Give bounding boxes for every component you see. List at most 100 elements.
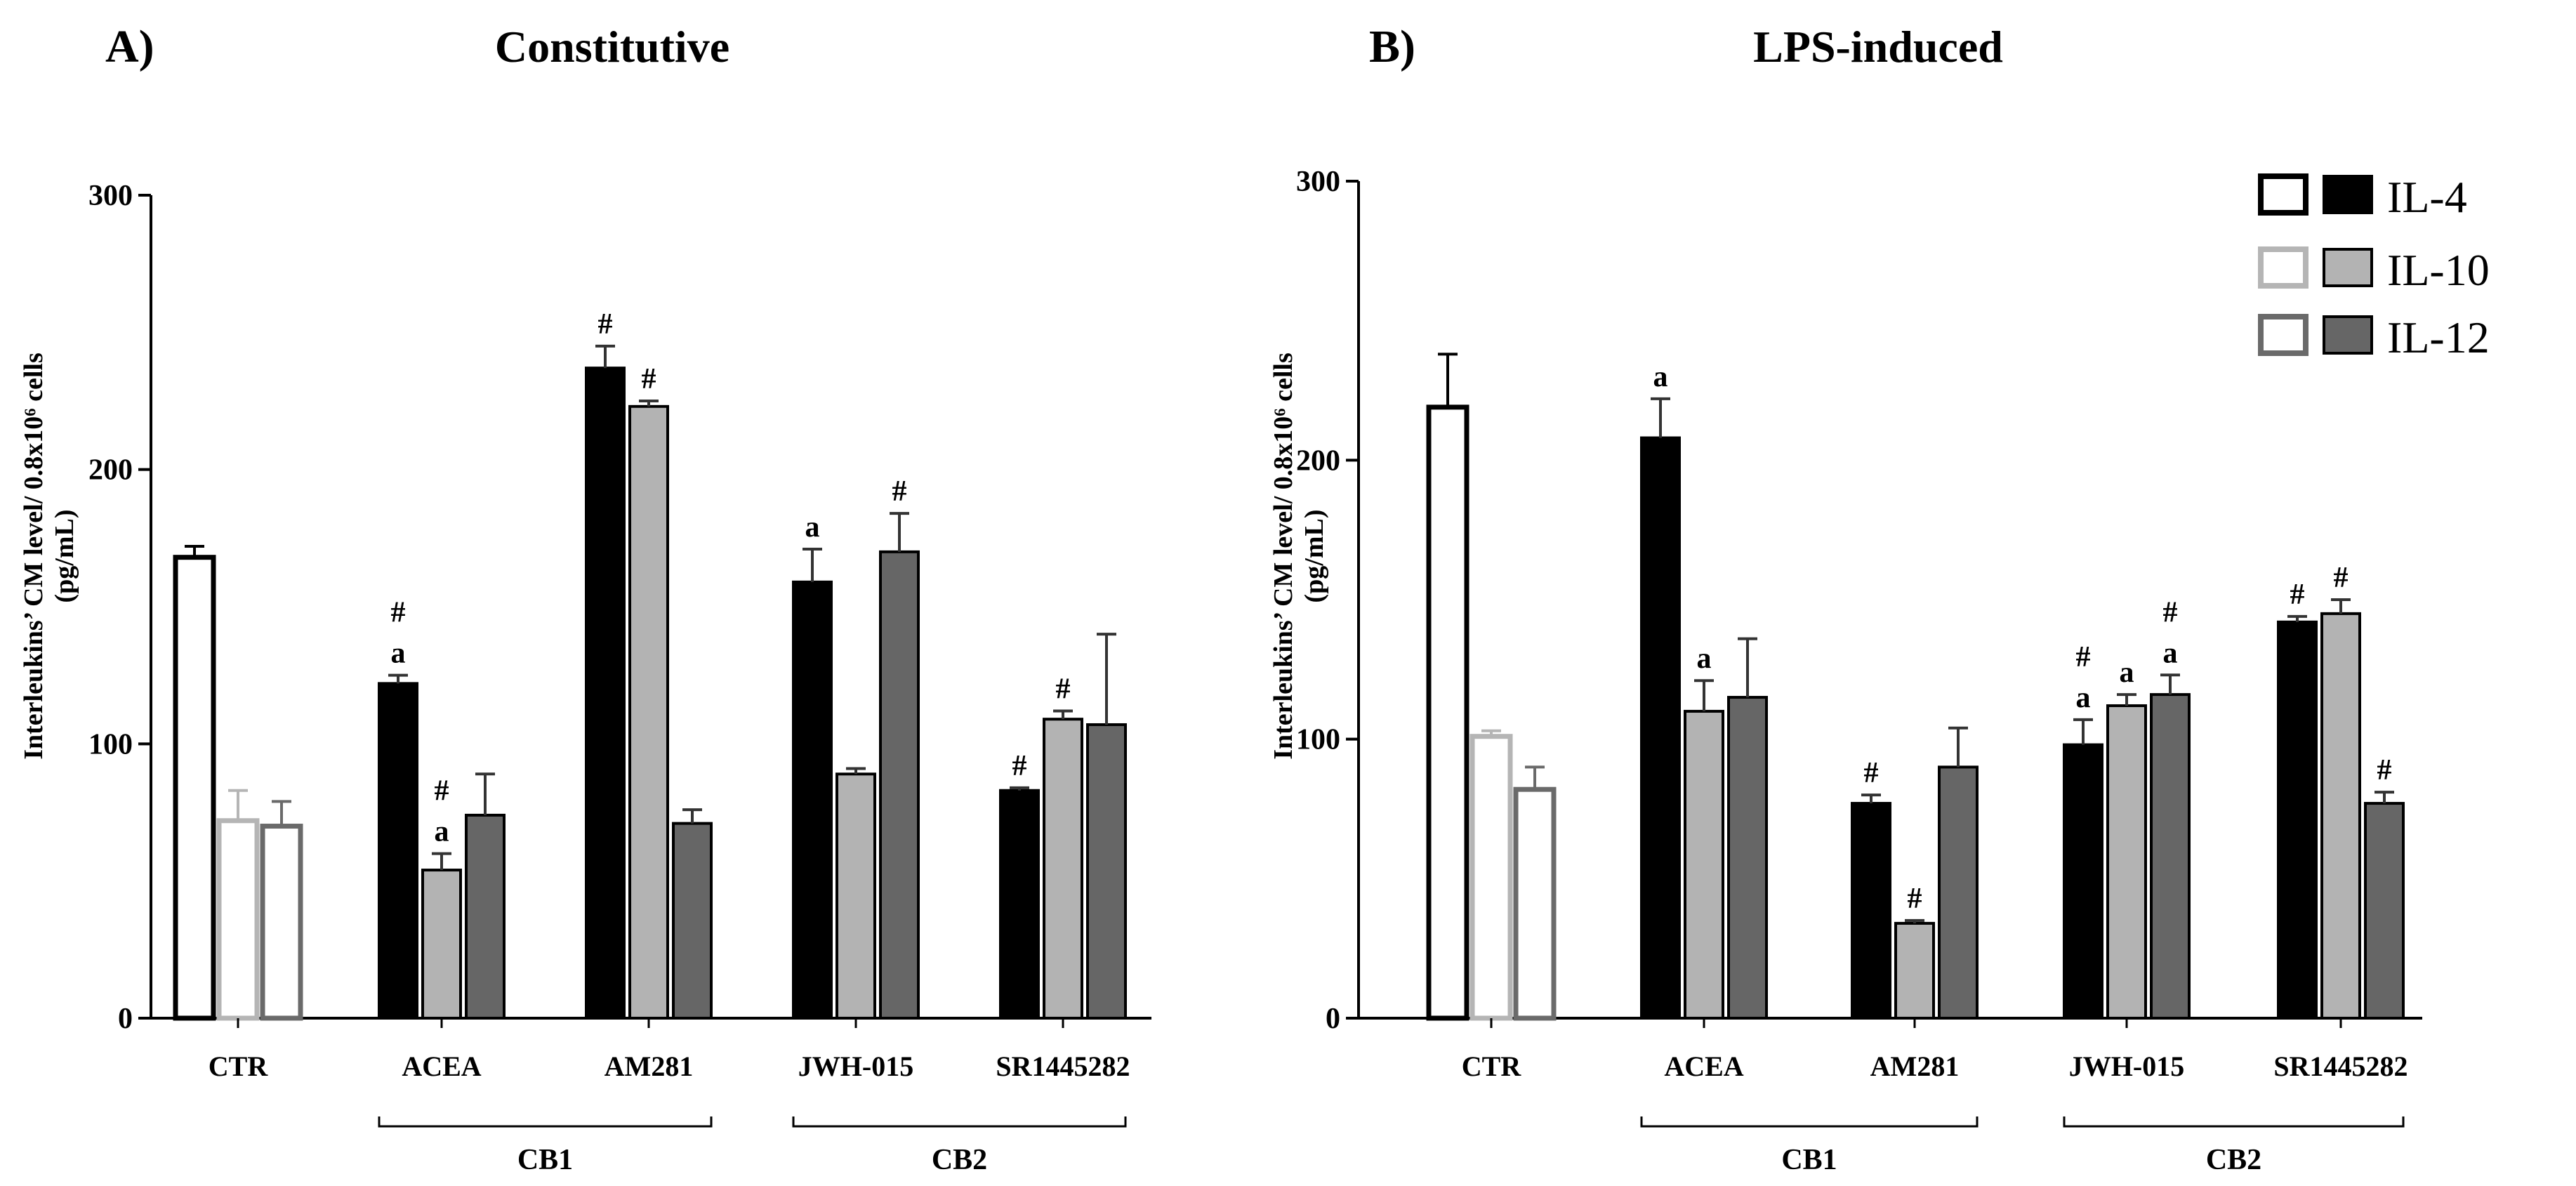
bar-il-4-am281 xyxy=(1851,802,1891,1020)
bar-il-10-am281 xyxy=(1894,921,1935,1020)
panel-lps-induced: B) LPS-induced Interleukins’ CM level/ 0… xyxy=(1269,21,2422,1176)
significance-mark: # xyxy=(2334,562,2349,594)
significance-mark: a xyxy=(2076,682,2091,714)
panel-label: A) xyxy=(105,21,154,72)
significance-mark: # xyxy=(1864,757,1879,789)
bar-il-12-sr1445282 xyxy=(1086,723,1127,1020)
bar-il-4-jwh-015 xyxy=(792,580,833,1020)
group-bracket-cb2 xyxy=(792,1116,1127,1128)
significance-mark: # xyxy=(391,597,406,629)
significance-mark: # xyxy=(435,775,449,808)
group-label: CB1 xyxy=(517,1144,573,1176)
legend-item-il-4: IL-4 xyxy=(2258,172,2467,222)
category-label: SR1445282 xyxy=(2273,1050,2407,1082)
legend: IL-4 IL-10 IL-12 xyxy=(2258,172,2490,362)
legend-treatment-swatch xyxy=(2323,175,2373,214)
significance-mark: # xyxy=(2377,754,2392,786)
category-label: ACEA xyxy=(402,1050,481,1082)
group-label: CB2 xyxy=(2206,1144,2261,1176)
legend-label: IL-12 xyxy=(2387,312,2490,362)
legend-control-swatch xyxy=(2258,173,2309,216)
bar-il-4-am281 xyxy=(585,367,626,1020)
significance-mark: a xyxy=(435,816,449,848)
bar-il-10-acea xyxy=(1684,709,1724,1020)
group-bracket-cb1 xyxy=(378,1116,713,1128)
bar-il-12-acea xyxy=(465,813,506,1020)
significance-mark: # xyxy=(2290,579,2305,611)
significance-mark: a xyxy=(1697,643,1712,675)
significance-mark: a xyxy=(805,511,820,543)
significance-mark: a xyxy=(391,638,406,670)
bar-il-12-am281 xyxy=(1938,765,1979,1020)
y-tick-label: 0 xyxy=(1326,1003,1340,1035)
plot-area: 0 100 200 300 CTR a # a # ACEA # # AM281 a # JWH-015 # # S… xyxy=(88,180,1151,1176)
y-axis-unit: (pg/mL) xyxy=(1300,510,1329,603)
bar-il-10-ctr xyxy=(1469,734,1513,1021)
bar-il-4-acea xyxy=(378,682,418,1020)
bar-il-12-ctr xyxy=(260,824,303,1021)
legend-label: IL-10 xyxy=(2387,245,2490,295)
category-label: AM281 xyxy=(1870,1050,1960,1082)
significance-mark: # xyxy=(1012,750,1027,782)
bar-il-4-sr1445282 xyxy=(999,789,1040,1020)
category-label: CTR xyxy=(209,1050,269,1082)
bar-il-10-ctr xyxy=(216,818,260,1021)
y-tick-label: 200 xyxy=(88,454,133,487)
bar-il-10-am281 xyxy=(628,404,669,1020)
significance-mark: a xyxy=(2120,657,2134,689)
bar-il-4-acea xyxy=(1640,436,1681,1020)
y-tick-label: 300 xyxy=(88,180,133,212)
significance-mark: # xyxy=(2163,596,2178,628)
category-label: JWH-015 xyxy=(2069,1050,2184,1082)
legend-treatment-swatch xyxy=(2323,248,2373,287)
bar-il-4-ctr xyxy=(1426,404,1469,1021)
bar-il-12-jwh-015 xyxy=(879,550,920,1020)
group-bracket-cb1 xyxy=(1640,1116,1979,1128)
legend-label: IL-4 xyxy=(2387,172,2467,222)
y-axis-label: Interleukins’ CM level/ 0.8x10⁶ cells xyxy=(19,352,48,760)
category-label: SR1445282 xyxy=(996,1050,1130,1082)
bar-il-12-jwh-015 xyxy=(2150,693,2191,1020)
y-axis-unit: (pg/mL) xyxy=(50,510,79,603)
bar-il-10-sr1445282 xyxy=(1043,718,1083,1020)
bar-il-4-ctr xyxy=(173,555,216,1021)
y-axis-label: Interleukins’ CM level/ 0.8x10⁶ cells xyxy=(1269,352,1298,760)
legend-control-swatch xyxy=(2258,246,2309,289)
bar-il-10-acea xyxy=(421,869,462,1020)
legend-treatment-swatch xyxy=(2323,315,2373,355)
group-bracket-cb2 xyxy=(2063,1116,2405,1128)
category-label: CTR xyxy=(1462,1050,1522,1082)
y-tick-label: 200 xyxy=(1296,444,1340,477)
chart-title: LPS-induced xyxy=(1753,22,2003,72)
bar-il-10-sr1445282 xyxy=(2320,612,2361,1020)
bar-il-10-jwh-015 xyxy=(2106,704,2147,1020)
bar-il-12-ctr xyxy=(1513,786,1557,1021)
significance-mark: a xyxy=(1653,361,1668,393)
legend-item-il-12: IL-12 xyxy=(2258,312,2490,362)
group-label: CB2 xyxy=(932,1144,987,1176)
category-label: AM281 xyxy=(605,1050,694,1082)
legend-control-swatch xyxy=(2258,314,2309,356)
significance-mark: # xyxy=(892,475,907,508)
panel-label: B) xyxy=(1369,21,1415,72)
bar-il-4-jwh-015 xyxy=(2063,743,2103,1020)
bar-il-12-sr1445282 xyxy=(2364,802,2405,1020)
significance-mark: a xyxy=(2163,637,2178,669)
bar-il-12-acea xyxy=(1727,696,1768,1020)
bar-il-10-jwh-015 xyxy=(835,772,876,1020)
y-tick-label: 100 xyxy=(88,728,133,760)
significance-mark: # xyxy=(642,363,656,395)
y-tick-label: 300 xyxy=(1296,166,1340,198)
y-tick-label: 100 xyxy=(1296,724,1340,756)
legend-item-il-10: IL-10 xyxy=(2258,245,2490,295)
significance-mark: # xyxy=(598,308,613,341)
panel-constitutive: A) Constitutive Interleukins’ CM level/ … xyxy=(19,21,1151,1176)
bar-il-12-am281 xyxy=(672,822,713,1020)
category-label: JWH-015 xyxy=(798,1050,913,1082)
significance-mark: # xyxy=(1056,673,1071,705)
chart-title: Constitutive xyxy=(495,22,729,72)
bar-il-4-sr1445282 xyxy=(2277,620,2318,1020)
group-label: CB1 xyxy=(1781,1144,1837,1176)
